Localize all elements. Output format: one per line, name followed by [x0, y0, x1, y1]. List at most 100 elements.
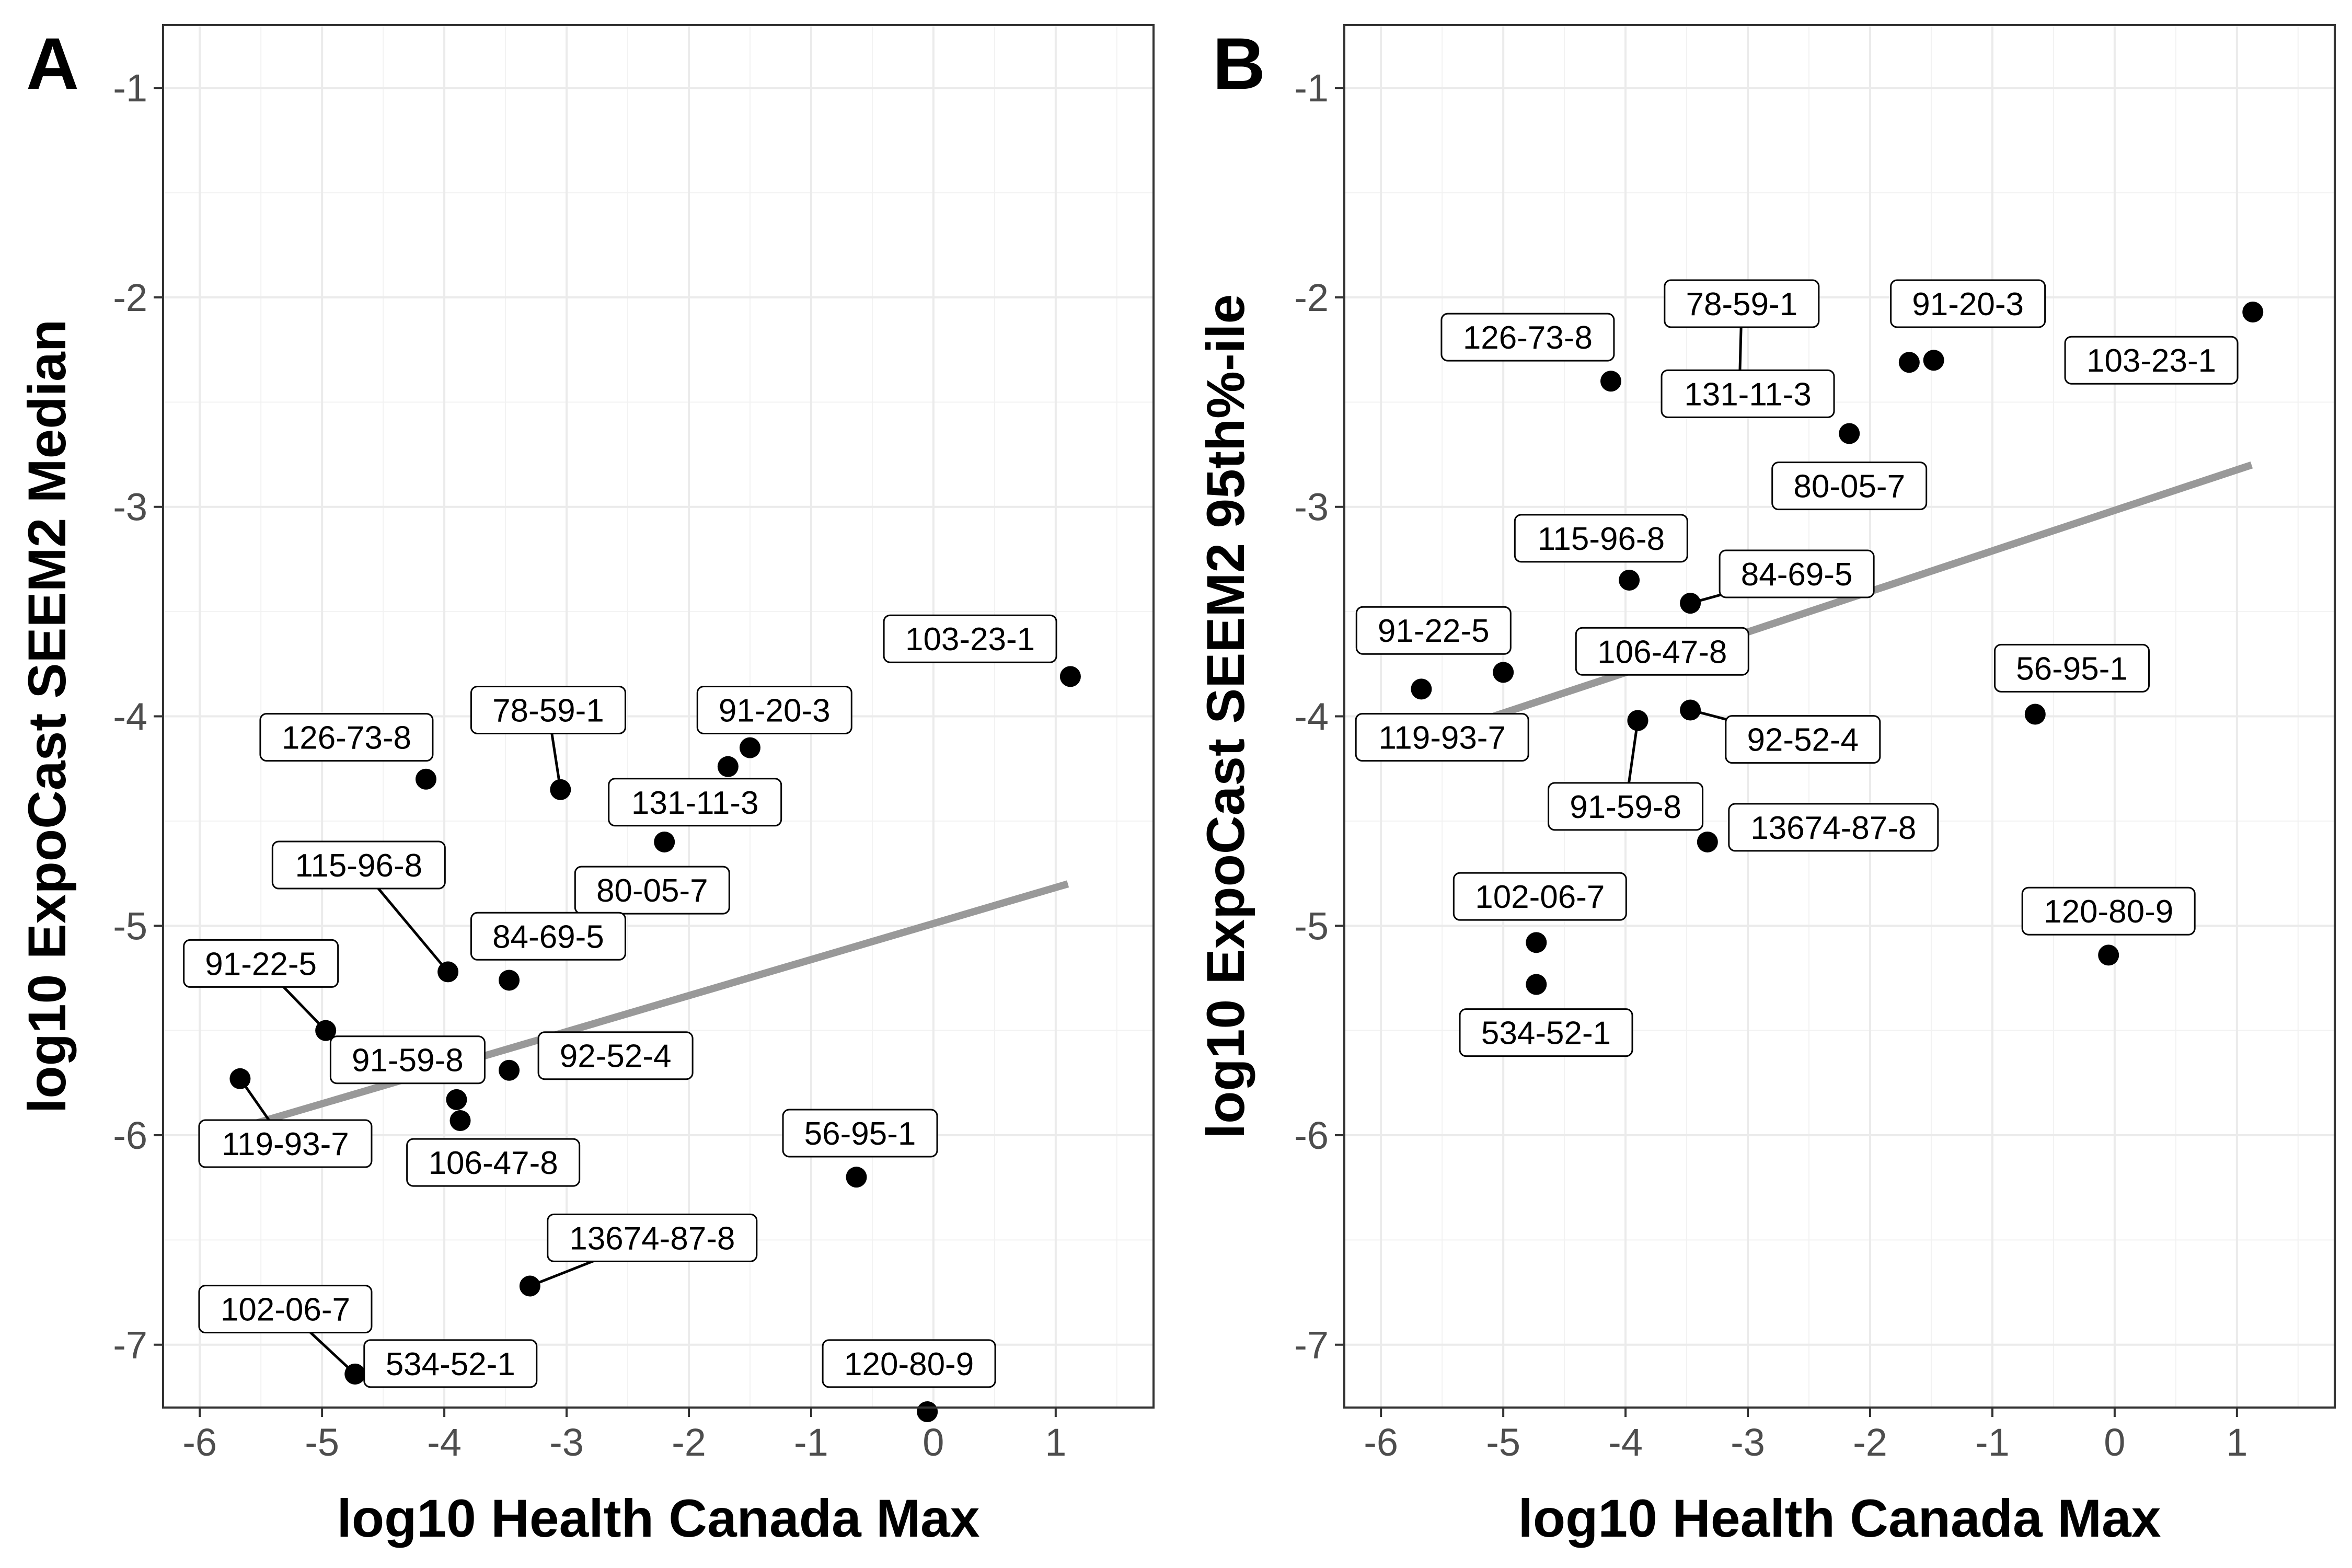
label-text: 78-59-1 [1686, 286, 1797, 322]
label-box [259, 713, 434, 762]
label-text: 92-52-4 [560, 1039, 672, 1075]
data-point [1600, 371, 1622, 392]
label-text: 91-59-8 [1570, 789, 1681, 825]
label-box [470, 912, 626, 961]
x-axis-title: log10 Health Canada Max [1518, 1489, 2161, 1548]
label-box [1459, 1008, 1633, 1057]
data-point [315, 1020, 337, 1041]
x-tick-label: 1 [1045, 1421, 1066, 1464]
data-point [1411, 678, 1432, 700]
point-label: 84-69-5 [470, 912, 626, 961]
label-text: 120-80-9 [2044, 894, 2173, 930]
label-text: 103-23-1 [2086, 343, 2216, 379]
plot-frame [1343, 24, 2336, 1409]
data-point [519, 1275, 540, 1297]
data-point [1619, 570, 1640, 591]
point-label: 126-73-8 [1440, 313, 1615, 362]
data-point [1493, 662, 1514, 683]
data-point [1526, 932, 1547, 953]
plot-frame [162, 24, 1155, 1409]
point-label: 13674-87-8 [547, 1213, 758, 1262]
label-text: 84-69-5 [1741, 557, 1853, 593]
label-text: 80-05-7 [1793, 469, 1905, 505]
label-text: 102-06-7 [221, 1292, 350, 1328]
label-text: 56-95-1 [2016, 651, 2128, 687]
label-box [2064, 336, 2239, 385]
label-box [271, 840, 446, 890]
data-point [1697, 831, 1718, 852]
label-box [1771, 462, 1928, 511]
y-tick-label: -1 [113, 66, 147, 110]
point-label: 92-52-4 [537, 1031, 694, 1080]
label-text: 115-96-8 [295, 848, 423, 884]
label-text: 91-59-8 [352, 1043, 464, 1079]
label-box [782, 1109, 938, 1158]
point-label: 91-59-8 [329, 1035, 486, 1085]
label-box [363, 1339, 538, 1388]
point-label: 534-52-1 [1459, 1008, 1633, 1057]
data-point [437, 961, 459, 983]
label-box [1440, 313, 1615, 362]
data-point [449, 1110, 471, 1131]
label-box [1575, 627, 1749, 676]
y-axis-title: log10 ExpoCast SEEM2 95th%-ile [1196, 294, 1255, 1138]
y-tick-label: -2 [113, 276, 147, 319]
data-point [717, 756, 739, 777]
label-box [537, 1031, 694, 1080]
label-text: 115-96-8 [1537, 521, 1665, 557]
label-box [608, 778, 782, 827]
x-tick-label: -6 [182, 1421, 217, 1464]
label-box [1719, 549, 1875, 598]
point-label: 106-47-8 [406, 1138, 581, 1187]
point-label: 103-23-1 [883, 614, 1057, 663]
fit-line [1416, 461, 2253, 745]
y-tick-label: -7 [113, 1323, 147, 1367]
data-point [2098, 944, 2119, 966]
y-axis-title: log10 ExpoCast SEEM2 Median [17, 319, 77, 1113]
y-tick-label: -5 [113, 904, 147, 948]
point-labels: 103-23-1 126-73-8 78-59-1 91-20-3 131-11-3 80… [183, 614, 1057, 1388]
label-text: 131-11-3 [631, 785, 759, 821]
data-point [1898, 352, 1920, 373]
label-text: 106-47-8 [1597, 634, 1727, 670]
point-label: 56-95-1 [782, 1109, 938, 1158]
x-tick-label: -4 [427, 1421, 462, 1464]
point-labels: 103-23-1 126-73-8 78-59-1 91-20-3 131-11-3 80… [1355, 279, 2239, 1057]
y-tick-label: -4 [1294, 695, 1329, 739]
label-box [1664, 279, 1820, 328]
data-point [917, 1401, 938, 1423]
point-label: 103-23-1 [2064, 336, 2239, 385]
y-tick-label: -5 [1294, 904, 1329, 948]
x-tick-label: -1 [794, 1421, 828, 1464]
label-box [822, 1339, 996, 1388]
data-point [229, 1068, 251, 1089]
x-tick-label: -4 [1608, 1421, 1643, 1464]
panel-tag: B [1213, 22, 1265, 105]
y-tick-label: -3 [1294, 486, 1329, 529]
data-point [344, 1363, 366, 1385]
label-text: 102-06-7 [1475, 879, 1605, 915]
data-point [654, 831, 675, 852]
label-text: 78-59-1 [492, 693, 604, 729]
x-tick-label: -2 [672, 1421, 706, 1464]
point-label: 80-05-7 [1771, 462, 1928, 511]
label-text: 80-05-7 [596, 873, 708, 909]
data-point [739, 737, 760, 758]
label-text: 84-69-5 [492, 919, 604, 955]
x-tick-label: 0 [923, 1421, 944, 1464]
point-label: 131-11-3 [1661, 369, 1835, 418]
point-label: 120-80-9 [822, 1339, 996, 1388]
data-point [446, 1089, 467, 1110]
label-box [547, 1213, 758, 1262]
y-tick-label: -7 [1294, 1323, 1329, 1367]
panel-b: -6 -5 -4 -3 -2 -1 0 1 -1 -2 -3 -4 -5 -6 -7 103-23-1 126-… [1196, 22, 2336, 1548]
label-box [198, 1285, 373, 1334]
point-label: 91-20-3 [1890, 279, 2046, 328]
panel-tag: A [26, 22, 79, 105]
label-box [329, 1035, 486, 1085]
x-tick-label: -5 [305, 1421, 339, 1464]
point-label: 102-06-7 [1452, 872, 1627, 921]
x-tick-label: -3 [1731, 1421, 1765, 1464]
point-label: 534-52-1 [363, 1339, 538, 1388]
